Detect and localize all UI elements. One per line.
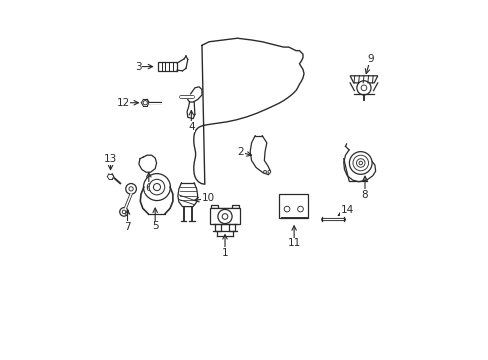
Circle shape: [125, 184, 136, 194]
Circle shape: [284, 206, 289, 212]
Circle shape: [222, 214, 227, 219]
Text: 10: 10: [202, 193, 214, 203]
Circle shape: [143, 100, 147, 105]
Circle shape: [120, 208, 128, 216]
Text: 9: 9: [366, 54, 373, 64]
Circle shape: [352, 155, 368, 171]
Bar: [157, 62, 177, 71]
Text: 2: 2: [237, 147, 244, 157]
Text: 14: 14: [340, 205, 353, 215]
Circle shape: [356, 159, 364, 167]
Circle shape: [358, 161, 362, 165]
Text: 6: 6: [145, 183, 152, 193]
Text: 11: 11: [287, 238, 300, 248]
Text: 4: 4: [188, 122, 194, 132]
Circle shape: [263, 170, 266, 173]
Circle shape: [218, 210, 232, 224]
Text: 12: 12: [117, 98, 130, 108]
Text: 3: 3: [135, 62, 141, 72]
Circle shape: [122, 210, 125, 214]
Circle shape: [143, 174, 170, 201]
Text: 13: 13: [103, 154, 117, 165]
Circle shape: [297, 206, 303, 212]
Circle shape: [360, 85, 366, 91]
Circle shape: [129, 187, 133, 191]
Circle shape: [356, 81, 370, 95]
Bar: [279, 194, 307, 218]
Text: 8: 8: [361, 190, 367, 200]
Circle shape: [149, 179, 164, 195]
Text: 5: 5: [152, 221, 158, 231]
Text: 7: 7: [124, 222, 131, 232]
Bar: [210, 208, 240, 224]
Text: 1: 1: [221, 248, 228, 258]
Circle shape: [153, 184, 160, 191]
Polygon shape: [349, 76, 377, 83]
Circle shape: [349, 152, 371, 174]
Circle shape: [267, 170, 270, 173]
